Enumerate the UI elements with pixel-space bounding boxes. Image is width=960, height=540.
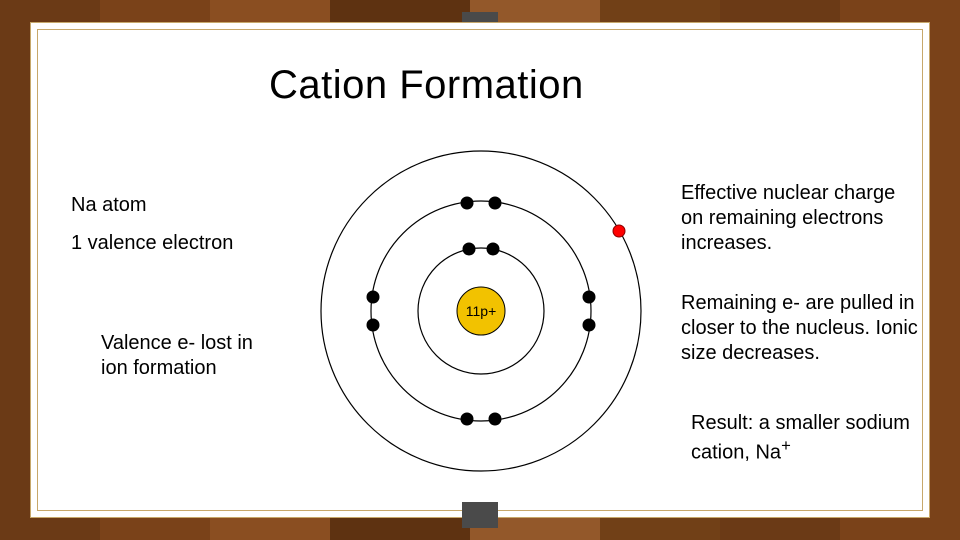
svg-text:11p+: 11p+ <box>466 303 497 319</box>
label-result-superscript: + <box>781 436 791 455</box>
label-valence-lost: Valence e- lost in ion formation <box>101 331 261 381</box>
label-valence-count: 1 valence electron <box>71 231 233 256</box>
slide-title: Cation Formation <box>269 63 584 108</box>
atom-diagram: 11p+ <box>311 141 651 481</box>
slide-stage: Cation Formation Na atom 1 valence elect… <box>0 0 960 540</box>
content-panel: Cation Formation Na atom 1 valence elect… <box>30 22 930 518</box>
label-pulled-closer: Remaining e- are pulled in closer to the… <box>681 291 921 366</box>
label-result-text: Result: a smaller sodium cation, Na <box>691 412 910 464</box>
label-result: Result: a smaller sodium cation, Na+ <box>691 411 931 466</box>
label-na-atom: Na atom <box>71 193 147 218</box>
binder-clip-bottom <box>462 502 498 528</box>
label-effective-charge: Effective nuclear charge on remaining el… <box>681 181 921 256</box>
